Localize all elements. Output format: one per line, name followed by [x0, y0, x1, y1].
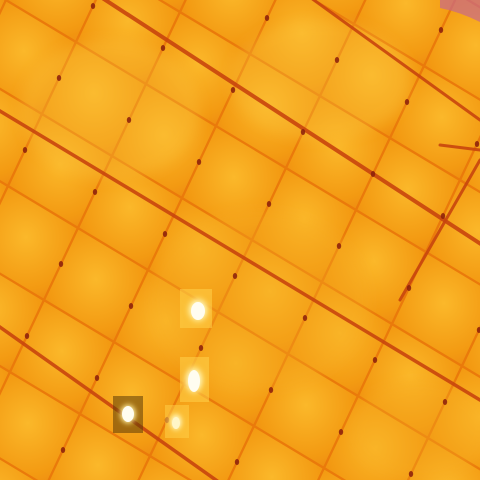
- busbar-dot: [405, 99, 409, 105]
- busbar-dot: [91, 3, 95, 9]
- busbar-dot: [231, 87, 235, 93]
- busbar-dot: [371, 171, 375, 177]
- busbar-dot: [127, 117, 131, 123]
- busbar-dot: [373, 357, 377, 363]
- busbar-dot: [267, 201, 271, 207]
- busbar-dot: [199, 345, 203, 351]
- busbar-dot: [93, 189, 97, 195]
- busbar-dot: [443, 399, 447, 405]
- busbar-dot: [23, 147, 27, 153]
- hotspot-3: [113, 396, 143, 433]
- busbar-dot: [269, 387, 273, 393]
- busbar-dot: [59, 261, 63, 267]
- busbar-dot: [25, 333, 29, 339]
- busbar-dot: [233, 273, 237, 279]
- busbar-dot: [441, 213, 445, 219]
- busbar-dot: [163, 231, 167, 237]
- hotspot-1: [180, 289, 212, 328]
- busbar-dot: [475, 141, 479, 147]
- busbar-dot: [57, 75, 61, 81]
- hotspot-4: [165, 405, 189, 438]
- busbar-dot: [161, 45, 165, 51]
- busbar-dot: [409, 471, 413, 477]
- busbar-dot: [129, 303, 133, 309]
- busbar-dot: [265, 15, 269, 21]
- hotspot-2: [180, 357, 209, 402]
- busbar-dot: [439, 27, 443, 33]
- busbar-dot: [339, 429, 343, 435]
- busbar-dot: [235, 459, 239, 465]
- busbar-dot: [337, 243, 341, 249]
- busbar-dot: [407, 285, 411, 291]
- busbar-dot: [335, 57, 339, 63]
- busbar-dot: [197, 159, 201, 165]
- busbar-dot: [301, 129, 305, 135]
- busbar-dot: [61, 447, 65, 453]
- busbar-dot: [95, 375, 99, 381]
- busbar-dot: [303, 315, 307, 321]
